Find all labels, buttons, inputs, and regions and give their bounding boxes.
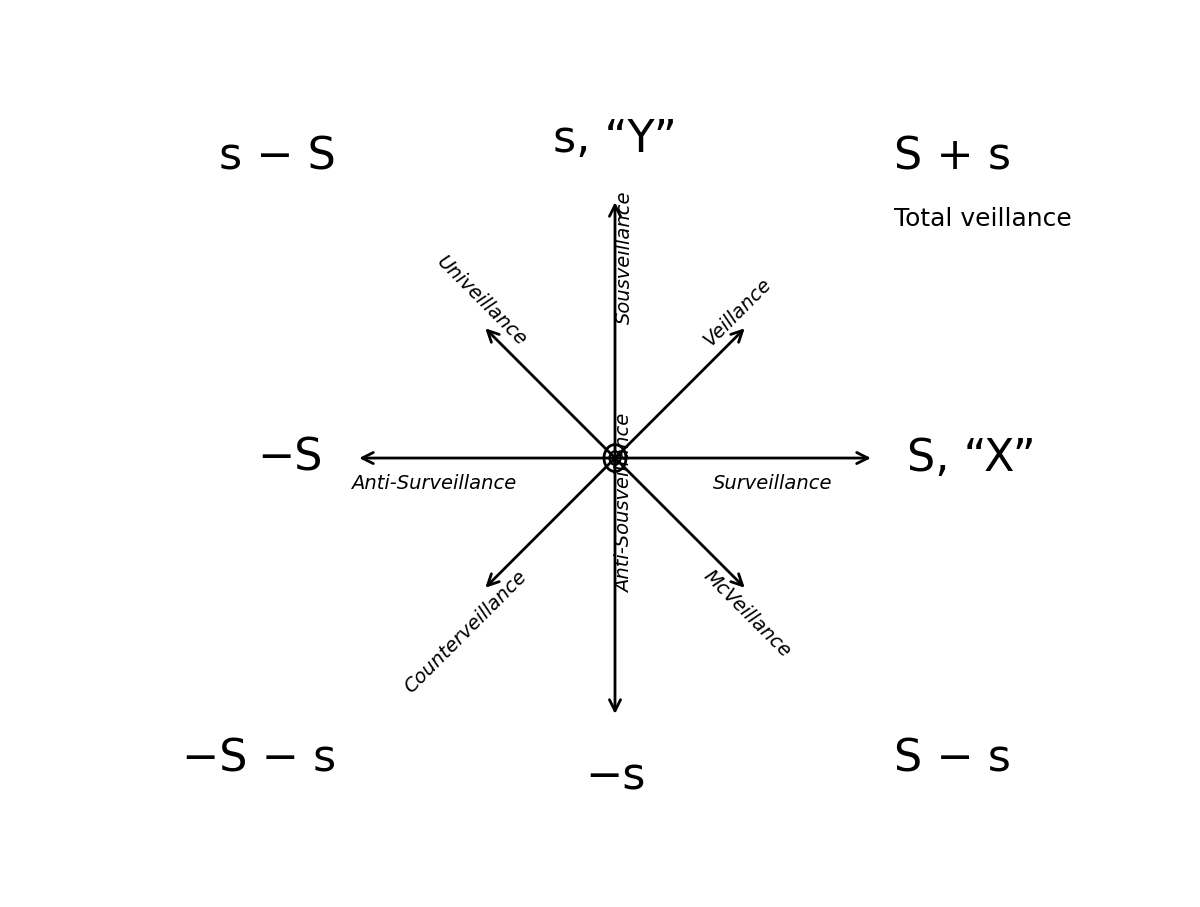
- Text: −S − s: −S − s: [181, 737, 336, 780]
- Text: Total veillance: Total veillance: [894, 207, 1072, 231]
- Text: Univeillance: Univeillance: [433, 252, 530, 349]
- Text: s − S: s − S: [218, 136, 336, 179]
- Text: Anti-Surveillance: Anti-Surveillance: [352, 473, 517, 493]
- Text: S, “X”: S, “X”: [907, 436, 1036, 480]
- Text: Surveillance: Surveillance: [713, 473, 833, 493]
- Text: Counterveillance: Counterveillance: [401, 567, 530, 697]
- Text: −S: −S: [257, 436, 323, 480]
- Text: S − s: S − s: [894, 737, 1012, 780]
- Text: Veillance: Veillance: [700, 274, 775, 349]
- Text: Anti-Sousveillance: Anti-Sousveillance: [616, 414, 635, 592]
- Text: Sousveillance: Sousveillance: [616, 190, 635, 324]
- Text: s, “Y”: s, “Y”: [553, 118, 677, 161]
- Text: McVeillance: McVeillance: [700, 567, 794, 661]
- Text: S + s: S + s: [894, 136, 1012, 179]
- Text: −s: −s: [584, 756, 646, 798]
